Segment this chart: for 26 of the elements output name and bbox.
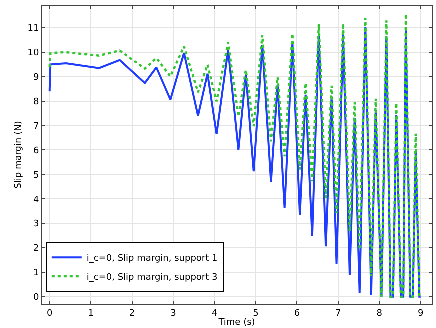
x-tick-label: 2 [129, 308, 136, 319]
y-tick-label: 10 [28, 48, 40, 59]
y-tick-label: 5 [33, 170, 40, 181]
y-tick-label: 11 [28, 24, 40, 34]
x-tick-label: 3 [170, 308, 176, 319]
y-tick-label: 3 [33, 220, 40, 230]
y-tick-label: 9 [33, 73, 40, 84]
x-axis-title: Time (s) [218, 318, 256, 328]
x-tick-label: 5 [253, 308, 259, 319]
y-axis-title: Slip margin (N) [14, 121, 24, 189]
y-tick-label: 1 [33, 268, 40, 279]
x-tick-label: 6 [294, 308, 300, 319]
x-tick-label: 4 [212, 308, 218, 319]
y-tick-label: 0 [33, 293, 40, 304]
x-tick-label: 1 [88, 308, 94, 319]
y-tick-label: 7 [33, 122, 40, 132]
y-tick-label: 6 [33, 146, 40, 156]
legend-label: i_c=0, Slip margin, support 1 [86, 254, 218, 264]
y-tick-label: 4 [33, 195, 40, 206]
x-tick-label: 9 [418, 308, 424, 319]
x-tick-label: 0 [46, 308, 53, 319]
y-tick-label: 2 [33, 244, 40, 254]
legend-label: i_c=0, Slip margin, support 3 [86, 273, 218, 284]
y-tick-label: 8 [33, 97, 40, 108]
x-tick-label: 7 [336, 308, 342, 319]
x-tick-label: 8 [376, 308, 383, 319]
